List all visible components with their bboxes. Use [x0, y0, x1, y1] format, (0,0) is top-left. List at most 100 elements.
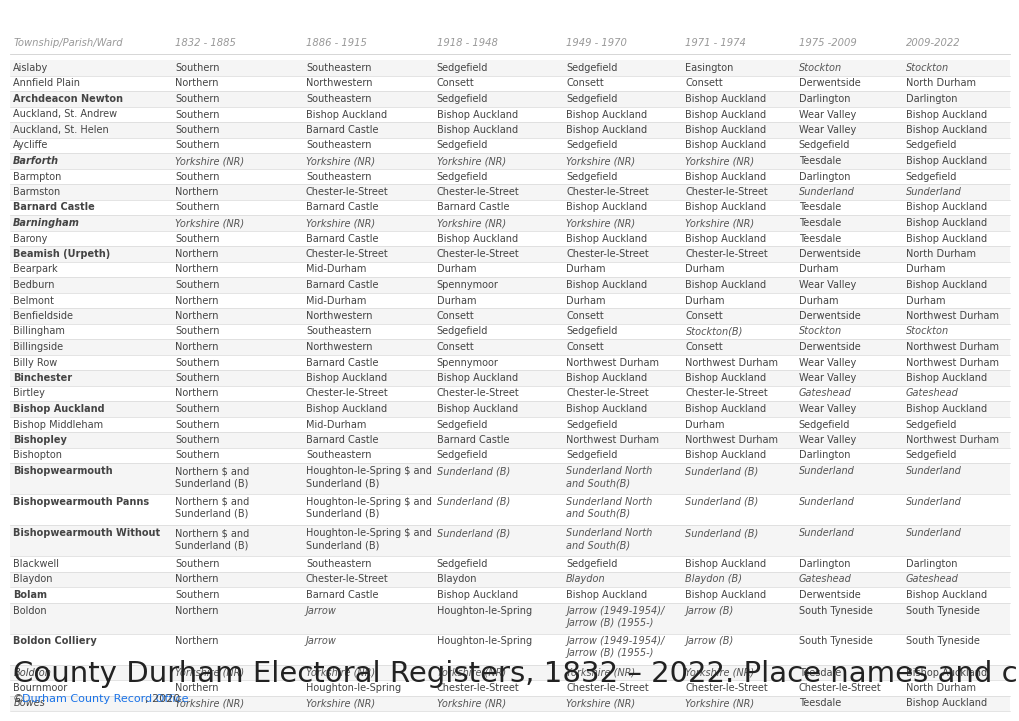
Text: Sunderland (B): Sunderland (B) [685, 497, 758, 507]
Text: Sedgefield: Sedgefield [436, 172, 487, 182]
Text: Sunderland North
and South(B): Sunderland North and South(B) [566, 497, 652, 519]
Text: Bishop Auckland: Bishop Auckland [436, 373, 518, 383]
Text: Sedgefield: Sedgefield [436, 141, 487, 151]
Text: Southern: Southern [175, 404, 220, 414]
Bar [10, 184, 1009, 200]
Text: Houghton-le-Spring $ and
Sunderland (B): Houghton-le-Spring $ and Sunderland (B) [306, 497, 431, 519]
Text: Sedgefield: Sedgefield [436, 420, 487, 430]
Text: Southeastern: Southeastern [306, 94, 371, 104]
Text: Barnard Castle: Barnard Castle [306, 358, 378, 368]
Text: Yorkshire (NR): Yorkshire (NR) [685, 668, 754, 678]
Text: Bishop Auckland: Bishop Auckland [685, 590, 766, 600]
Text: 1949 - 1970: 1949 - 1970 [566, 38, 627, 48]
Text: Northern: Northern [175, 249, 219, 259]
Text: Houghton-le-Spring $ and
Sunderland (B): Houghton-le-Spring $ and Sunderland (B) [306, 528, 431, 550]
Text: Southern: Southern [175, 451, 220, 461]
Text: Boldon: Boldon [13, 606, 47, 616]
Text: Sunderland: Sunderland [798, 528, 854, 538]
Text: Jarrow (1949-1954)/
Jarrow (B) (1955-): Jarrow (1949-1954)/ Jarrow (B) (1955-) [566, 606, 663, 627]
Text: Northwest Durham: Northwest Durham [905, 435, 998, 445]
Text: Sunderland: Sunderland [798, 466, 854, 476]
Text: Bowes: Bowes [13, 699, 45, 709]
Text: Yorkshire (NR): Yorkshire (NR) [685, 699, 754, 709]
Text: Bishop Auckland: Bishop Auckland [436, 590, 518, 600]
Text: Bishop Auckland: Bishop Auckland [905, 218, 986, 228]
Text: Chester-le-Street: Chester-le-Street [685, 249, 767, 259]
Text: Bishop Auckland: Bishop Auckland [905, 125, 986, 135]
Text: Bishop Auckland: Bishop Auckland [566, 280, 647, 290]
Text: Sedgefield: Sedgefield [436, 63, 487, 73]
Text: Teesdale: Teesdale [798, 156, 840, 166]
Text: Northwest Durham: Northwest Durham [566, 435, 658, 445]
Text: Stockton: Stockton [798, 63, 841, 73]
Text: Northern: Northern [175, 575, 219, 585]
Text: Consett: Consett [685, 342, 722, 352]
Text: Sedgefield: Sedgefield [566, 172, 616, 182]
Text: Bishop Auckland: Bishop Auckland [306, 110, 387, 120]
Text: Bishop Auckland: Bishop Auckland [905, 203, 986, 213]
Text: Yorkshire (NR): Yorkshire (NR) [566, 156, 635, 166]
Text: Northern $ and
Sunderland (B): Northern $ and Sunderland (B) [175, 466, 250, 488]
Text: Sunderland (B): Sunderland (B) [436, 466, 510, 476]
Text: Houghton-le-Spring: Houghton-le-Spring [306, 683, 400, 693]
Text: Bishop Auckland: Bishop Auckland [685, 559, 766, 569]
Text: Bishop Auckland: Bishop Auckland [685, 172, 766, 182]
Text: Birtley: Birtley [13, 389, 45, 399]
Text: Bishop Auckland: Bishop Auckland [436, 110, 518, 120]
Text: Durham: Durham [905, 265, 945, 275]
Text: South Tyneside: South Tyneside [798, 637, 871, 647]
Text: Blaydon: Blaydon [436, 575, 476, 585]
Text: Chester-le-Street: Chester-le-Street [566, 249, 648, 259]
Bar [10, 463, 1009, 494]
Text: South Tyneside: South Tyneside [798, 606, 871, 616]
Text: Bishop Auckland: Bishop Auckland [566, 373, 647, 383]
Text: Bishop Auckland: Bishop Auckland [905, 404, 986, 414]
Text: Northern: Northern [175, 79, 219, 89]
Text: Southern: Southern [175, 172, 220, 182]
Text: Sedgefield: Sedgefield [436, 94, 487, 104]
Text: Sedgefield: Sedgefield [566, 420, 616, 430]
Text: Southeastern: Southeastern [306, 63, 371, 73]
Text: Mid-Durham: Mid-Durham [306, 296, 366, 306]
Text: North Durham: North Durham [905, 79, 975, 89]
Text: Bishop Auckland: Bishop Auckland [436, 125, 518, 135]
Text: Billy Row: Billy Row [13, 358, 57, 368]
Text: Chester-le-Street: Chester-le-Street [436, 389, 519, 399]
Text: Wear Valley: Wear Valley [798, 280, 855, 290]
Text: Gateshead: Gateshead [905, 389, 958, 399]
Bar [10, 91, 1009, 107]
Text: Gateshead: Gateshead [905, 575, 958, 585]
Text: Bishopley: Bishopley [13, 435, 67, 445]
Text: Wear Valley: Wear Valley [798, 110, 855, 120]
Text: Southern: Southern [175, 203, 220, 213]
Text: Yorkshire (NR): Yorkshire (NR) [306, 218, 375, 228]
Text: Northwestern: Northwestern [306, 79, 372, 89]
Text: Bishop Auckland: Bishop Auckland [436, 404, 518, 414]
Text: Southeastern: Southeastern [306, 451, 371, 461]
Text: Sunderland: Sunderland [905, 497, 961, 507]
Text: Wear Valley: Wear Valley [798, 125, 855, 135]
Text: Bishop Auckland: Bishop Auckland [566, 110, 647, 120]
Bar [10, 60, 1009, 76]
Bar [10, 370, 1009, 386]
Text: Sunderland (B): Sunderland (B) [436, 497, 510, 507]
Text: Sunderland: Sunderland [905, 187, 961, 197]
Text: Sedgefield: Sedgefield [566, 451, 616, 461]
Text: Aislaby: Aislaby [13, 63, 49, 73]
Text: Northwest Durham: Northwest Durham [905, 342, 998, 352]
Text: Darlington: Darlington [905, 94, 956, 104]
Text: Southern: Southern [175, 94, 220, 104]
Text: Chester-le-Street: Chester-le-Street [306, 389, 388, 399]
Text: Yorkshire (NR): Yorkshire (NR) [436, 218, 505, 228]
Bar [10, 401, 1009, 417]
Text: Durham: Durham [798, 265, 838, 275]
Text: Sedgefield: Sedgefield [436, 559, 487, 569]
Text: Houghton-le-Spring: Houghton-le-Spring [436, 637, 531, 647]
Text: Barnard Castle: Barnard Castle [306, 590, 378, 600]
Text: Billingham: Billingham [13, 327, 65, 337]
Text: Chester-le-Street: Chester-le-Street [306, 249, 388, 259]
Text: Bishop Auckland: Bishop Auckland [905, 373, 986, 383]
Text: Jarrow (B): Jarrow (B) [685, 606, 733, 616]
Text: Southeastern: Southeastern [306, 559, 371, 569]
Text: Sedgefield: Sedgefield [798, 420, 849, 430]
